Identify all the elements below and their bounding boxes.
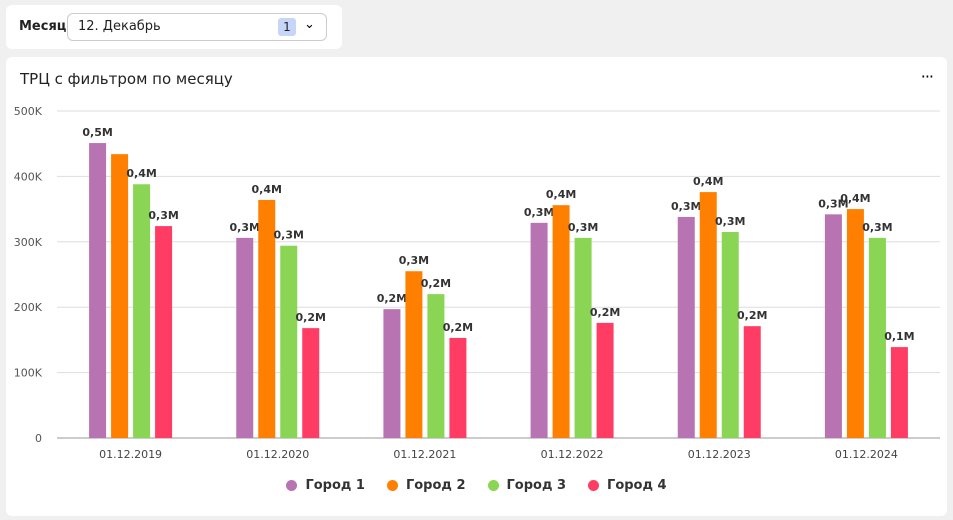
chart-card: ТРЦ с фильтром по месяцу ··· 0 100K 200K 30… [6,57,947,516]
data-label: 0,3M [862,221,892,234]
filter-label: Месяц [19,19,67,34]
legend-dot-icon [487,480,499,491]
bar[interactable] [677,216,695,438]
bar[interactable] [449,337,467,438]
bar[interactable] [846,209,864,438]
data-label: 0,4M [252,183,282,196]
chart-legend: Город 1 Город 2 Город 3 Город 4 [6,478,947,493]
data-label: 0,3M [399,254,429,267]
y-tick-label: 500K [14,105,43,118]
bar[interactable] [89,143,107,438]
bar[interactable] [258,199,276,438]
bar[interactable] [530,222,548,438]
legend-label: Город 3 [506,478,567,493]
data-label: 0,2M [590,306,620,319]
legend-label: Город 2 [405,478,466,493]
legend-label: Город 1 [305,478,365,493]
y-tick-label: 0 [35,432,42,445]
legend-item[interactable]: Город 4 [588,478,667,493]
data-label: 0,2M [421,277,451,290]
bar[interactable] [868,237,886,438]
bar[interactable] [155,226,173,438]
bar[interactable] [743,326,761,438]
bar[interactable] [405,271,423,438]
chart-title: ТРЦ с фильтром по месяцу [20,70,233,88]
data-label: 0,1M [884,330,914,343]
data-label: 0,4M [693,175,723,188]
bar[interactable] [302,328,320,438]
x-tick-label: 01.12.2021 [393,448,456,461]
y-tick-label: 300K [14,236,43,249]
bar[interactable] [280,245,298,438]
bar[interactable] [596,322,614,438]
y-tick-label: 400K [14,170,43,183]
bar[interactable] [133,184,151,438]
month-select[interactable]: 12. Декабрь 1 ⌄ [67,13,327,41]
legend-dot-icon [286,480,298,491]
data-label: 0,3M [524,206,554,219]
data-label: 0,2M [443,321,473,334]
legend-item[interactable]: Город 1 [286,478,365,493]
bar[interactable] [721,231,739,438]
data-label: 0,2M [737,309,767,322]
y-tick-label: 200K [14,301,43,314]
legend-item[interactable]: Город 3 [487,478,567,493]
data-label: 0,2M [377,292,407,305]
bar[interactable] [111,154,129,438]
month-select-value: 12. Декабрь [78,19,161,34]
data-label: 0,5M [82,126,112,139]
bar[interactable] [824,214,842,438]
legend-label: Город 4 [607,478,667,493]
more-menu-icon[interactable]: ··· [920,67,934,86]
legend-dot-icon [386,480,398,491]
legend-dot-icon [588,480,600,491]
data-label: 0,3M [818,197,848,210]
data-label: 0,2M [296,311,326,324]
bar[interactable] [574,237,592,438]
y-tick-label: 100K [14,367,43,380]
selected-count-badge: 1 [278,18,296,36]
data-label: 0,3M [715,215,745,228]
x-tick-label: 01.12.2024 [835,448,898,461]
bar[interactable] [383,309,401,438]
data-label: 0,3M [568,221,598,234]
data-label: 0,3M [230,221,260,234]
data-label: 0,3M [148,209,178,222]
legend-item[interactable]: Город 2 [386,478,466,493]
x-tick-label: 01.12.2023 [688,448,751,461]
data-label: 0,4M [840,192,870,205]
bar[interactable] [236,237,254,438]
x-tick-label: 01.12.2020 [246,448,309,461]
bar-chart: 0100K200K300K400K500K01.12.20190,5M0,4M0… [14,105,940,461]
month-filter: Месяц 12. Декабрь 1 ⌄ [6,5,342,49]
data-label: 0,3M [274,229,304,242]
chevron-down-icon: ⌄ [304,17,315,32]
bar[interactable] [552,205,570,438]
x-tick-label: 01.12.2022 [541,448,604,461]
data-label: 0,3M [671,200,701,213]
x-tick-label: 01.12.2019 [99,448,162,461]
bar[interactable] [699,192,717,438]
data-label: 0,4M [126,167,156,180]
bar[interactable] [427,294,445,438]
bar[interactable] [890,347,908,438]
data-label: 0,4M [546,188,576,201]
